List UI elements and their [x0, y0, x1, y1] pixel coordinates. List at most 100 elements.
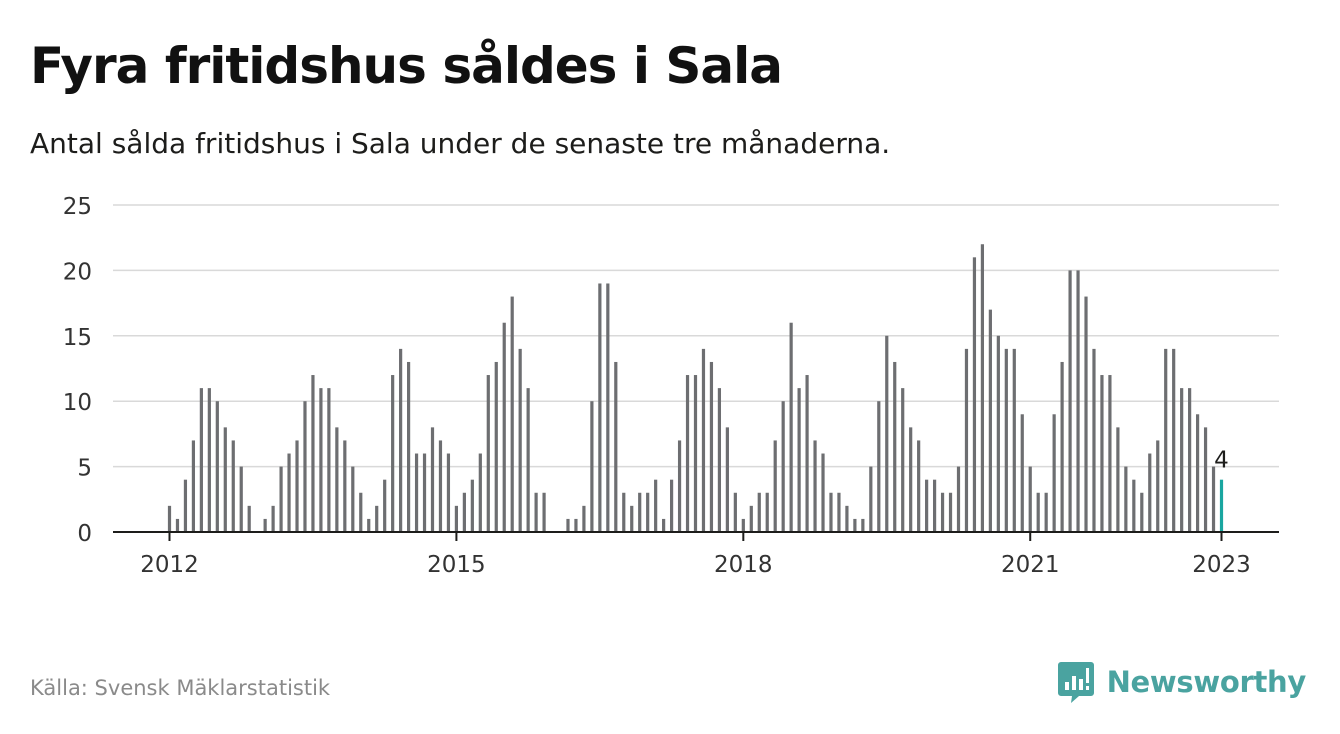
bar: [972, 257, 977, 532]
bar: [239, 466, 243, 532]
y-tick-label: 0: [77, 521, 92, 547]
bar: [1203, 427, 1208, 532]
bar: [709, 361, 714, 532]
bar: [685, 375, 690, 532]
bar: [1156, 440, 1160, 532]
bar: [877, 401, 881, 532]
bars: [167, 244, 1224, 532]
bar: [1108, 375, 1112, 532]
bar: [327, 388, 331, 532]
bar: [932, 479, 937, 532]
bar: [406, 361, 411, 532]
bar: [1164, 348, 1168, 532]
bar: [191, 440, 196, 532]
bar: [391, 375, 395, 532]
bar: [662, 518, 666, 532]
bar: [199, 388, 203, 532]
bar: [1068, 270, 1072, 532]
bar: [430, 427, 435, 532]
bar: [462, 492, 466, 532]
highlighted-bar: [1219, 479, 1224, 532]
y-tick-label: 15: [63, 325, 92, 351]
bar: [901, 388, 905, 532]
bar: [343, 440, 347, 532]
bar: [869, 466, 873, 532]
bar: [279, 466, 283, 532]
bar: [1036, 492, 1040, 532]
bar: [502, 322, 506, 532]
bar: [693, 375, 698, 532]
bar: [733, 492, 737, 532]
brand-name: Newsworthy: [1106, 665, 1307, 699]
bar: [717, 388, 722, 532]
x-tick-label: 2023: [1192, 552, 1251, 578]
bar: [438, 440, 443, 532]
bar: [1084, 296, 1088, 532]
bar: [781, 401, 785, 532]
bar: [773, 440, 777, 532]
bar: [797, 388, 801, 532]
bar: [956, 466, 961, 532]
bar: [813, 440, 817, 532]
x-tick-label: 2018: [714, 552, 773, 578]
bar: [534, 492, 538, 532]
bar: [598, 283, 602, 532]
bar: [1211, 466, 1216, 532]
bar: [1028, 466, 1032, 532]
bar: [917, 440, 921, 532]
bar: [359, 492, 363, 532]
bar: [367, 518, 371, 532]
bar-chart: 0 5 10 15 20 25 4 2012 2015 2018 2021 2023: [63, 194, 1279, 578]
bar: [183, 479, 188, 532]
bar: [454, 505, 459, 532]
bar: [1195, 414, 1200, 532]
newsworthy-chart-bubble-icon: [1057, 662, 1094, 703]
bar: [287, 453, 291, 532]
bar: [470, 479, 474, 532]
bar: [765, 492, 769, 532]
tick-labels: 0 5 10 15 20 25 4 2012 2015 2018 2021 2023: [63, 194, 1251, 578]
bar: [948, 492, 953, 532]
bar: [749, 505, 753, 532]
bar: [1188, 388, 1192, 532]
bar: [964, 348, 969, 532]
bar: [590, 401, 594, 532]
bar: [271, 505, 275, 532]
bar: [399, 348, 403, 532]
bar: [940, 492, 945, 532]
bar: [622, 492, 626, 532]
bar: [988, 309, 992, 532]
bar: [582, 505, 586, 532]
bar: [494, 361, 498, 532]
bar: [1020, 414, 1024, 532]
bar: [263, 518, 267, 532]
bar: [207, 388, 211, 532]
bar: [335, 427, 339, 532]
bar: [1076, 270, 1080, 532]
bar: [996, 335, 1000, 532]
bar: [518, 348, 522, 532]
bar: [614, 361, 618, 532]
bar: [375, 505, 379, 532]
bar: [837, 492, 841, 532]
bar: [215, 401, 219, 532]
bar: [725, 427, 729, 532]
x-tick-label: 2021: [1001, 552, 1060, 578]
bar: [821, 453, 825, 532]
bar: [383, 479, 387, 532]
x-tick-label: 2012: [140, 552, 199, 578]
bar: [1124, 466, 1128, 532]
bar: [1180, 388, 1184, 532]
bar: [925, 479, 929, 532]
bar: [741, 518, 745, 532]
bar: [526, 388, 530, 532]
bar: [1140, 492, 1144, 532]
bar: [845, 505, 849, 532]
source-note: Källa: Svensk Mäklarstatistik: [30, 676, 331, 700]
bar: [606, 283, 610, 532]
bar: [574, 518, 578, 532]
bar: [853, 518, 857, 532]
bar: [1012, 348, 1016, 532]
bar: [1172, 348, 1176, 532]
bar: [757, 492, 761, 532]
